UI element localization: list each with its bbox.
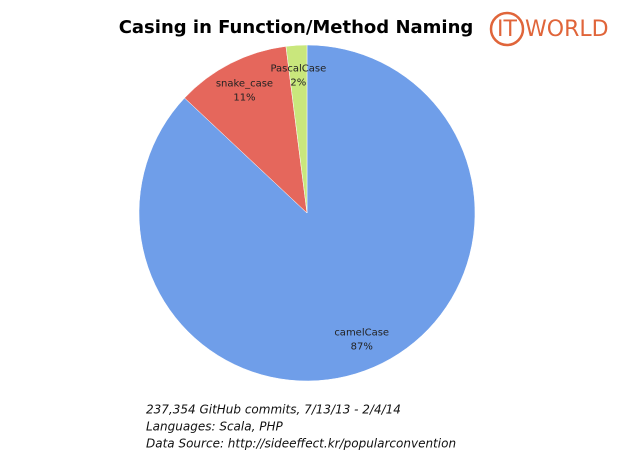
pie-slice	[184, 46, 308, 214]
slice-value-label: 87%	[351, 341, 373, 352]
slice-label: camelCase	[334, 327, 389, 338]
footnote: Languages: Scala, PHP	[146, 420, 283, 434]
slice-value-label: 2%	[290, 78, 306, 89]
pie-slice	[138, 44, 476, 382]
slice-value-label: 11%	[233, 92, 255, 103]
logo: IT WORLD	[489, 11, 609, 47]
slice-label: PascalCase	[270, 64, 326, 75]
footnote: 237,354 GitHub commits, 7/13/13 - 2/4/14	[146, 403, 401, 417]
chart-title: Casing in Function/Method Naming	[119, 17, 474, 38]
slice-label: snake_case	[216, 78, 273, 89]
logo-circle	[489, 11, 525, 47]
logo-circle-text: IT	[497, 17, 517, 42]
logo-text: WORLD	[525, 17, 609, 42]
pie-slice	[285, 44, 308, 214]
footnote: Data Source: http://sideeffect.kr/popula…	[146, 437, 456, 451]
